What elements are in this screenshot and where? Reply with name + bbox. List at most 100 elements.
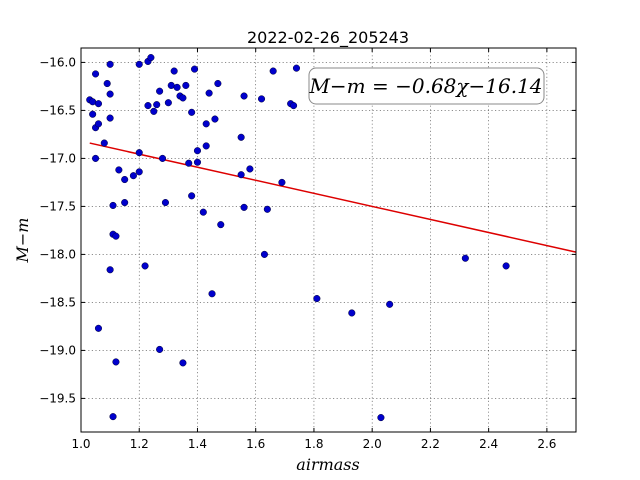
fit-equation-box: M−m = −0.68χ−16.14 <box>308 67 545 105</box>
data-point <box>135 60 143 68</box>
data-point <box>156 87 164 95</box>
data-point <box>112 232 120 240</box>
data-point <box>246 165 254 173</box>
x-tick-label: 2.4 <box>479 437 498 451</box>
fit-line-layer <box>89 142 577 253</box>
data-point <box>188 108 196 116</box>
x-axis-label: airmass <box>296 455 359 474</box>
y-axis-label: M−m <box>13 218 32 264</box>
data-point <box>106 90 114 98</box>
data-point <box>89 110 97 118</box>
plot-frame <box>80 47 577 433</box>
data-point <box>263 205 271 213</box>
data-point <box>240 92 248 100</box>
data-point <box>115 166 123 174</box>
data-point <box>205 89 213 97</box>
data-point <box>179 359 187 367</box>
axis-ticks: 1.0 1.2 1.4 1.6 1.8 2.0 2.2 2.4 2.6 −16.0 −16.5 −17… <box>39 48 576 451</box>
data-point <box>109 413 117 421</box>
x-tick-label: 1.2 <box>130 437 149 451</box>
fit-equation-frame <box>308 67 545 105</box>
data-point <box>92 70 100 78</box>
data-point <box>461 254 469 262</box>
y-tick-label: −19.0 <box>39 343 76 357</box>
x-tick-label: 1.0 <box>71 437 90 451</box>
data-point <box>257 95 266 103</box>
data-point <box>129 172 137 180</box>
data-point <box>348 309 356 317</box>
data-point <box>106 60 114 68</box>
x-tick-label: 2.0 <box>363 437 382 451</box>
data-point <box>237 133 245 141</box>
data-point <box>92 154 100 162</box>
data-point <box>269 67 277 75</box>
fit-line <box>89 142 577 253</box>
data-point <box>185 159 193 167</box>
data-point <box>191 65 199 73</box>
x-tick-label: 1.4 <box>188 437 207 451</box>
data-point <box>161 199 169 207</box>
data-point <box>290 102 298 110</box>
data-point <box>121 199 129 207</box>
data-point <box>173 83 181 91</box>
x-tick-label: 1.6 <box>246 437 265 451</box>
data-point <box>141 262 149 270</box>
data-point <box>147 54 155 62</box>
data-point <box>199 208 207 216</box>
data-point <box>313 295 321 303</box>
data-point <box>94 120 103 128</box>
y-tick-label: −19.5 <box>39 391 76 405</box>
data-point <box>202 142 210 150</box>
data-point <box>217 221 225 229</box>
data-point <box>386 300 394 308</box>
data-point <box>211 115 219 123</box>
data-point <box>208 290 216 298</box>
data-point <box>106 114 114 122</box>
data-point <box>150 107 158 115</box>
data-point <box>164 99 172 107</box>
data-point <box>135 168 143 176</box>
data-point <box>377 414 385 422</box>
data-point <box>135 149 143 157</box>
data-point <box>202 120 210 128</box>
data-point <box>502 262 510 270</box>
data-point <box>182 81 190 89</box>
data-point <box>106 266 114 274</box>
data-point <box>237 171 245 179</box>
data-point <box>103 79 111 88</box>
data-point <box>292 64 301 72</box>
data-point <box>179 94 187 102</box>
data-point <box>109 201 117 209</box>
data-point <box>94 324 103 332</box>
y-tick-label: −18.0 <box>39 247 76 261</box>
data-point <box>144 102 152 110</box>
data-point <box>260 250 268 258</box>
y-tick-label: −17.5 <box>39 199 76 213</box>
x-tick-label: 2.2 <box>421 437 440 451</box>
data-point <box>170 67 178 75</box>
data-point <box>121 175 129 184</box>
data-point <box>214 79 222 88</box>
grid <box>81 48 576 432</box>
data-point <box>158 154 167 162</box>
data-point <box>278 178 286 186</box>
data-point <box>188 192 196 200</box>
y-tick-label: −16.5 <box>39 103 76 117</box>
chart-title: 2022-02-26_205243 <box>247 28 409 48</box>
data-points <box>86 54 510 422</box>
data-point <box>156 345 164 353</box>
fit-equation: M−m = −0.68χ−16.14 <box>308 74 542 98</box>
data-point <box>193 147 202 155</box>
data-point <box>153 101 161 109</box>
data-point <box>94 100 103 108</box>
y-tick-label: −18.5 <box>39 295 76 309</box>
data-point <box>240 203 248 211</box>
x-tick-label: 2.6 <box>537 437 556 451</box>
y-tick-label: −16.0 <box>39 55 76 69</box>
data-point <box>100 139 108 147</box>
x-tick-label: 1.8 <box>304 437 323 451</box>
data-point <box>112 358 120 366</box>
data-point <box>193 158 202 166</box>
y-tick-label: −17.0 <box>39 151 76 165</box>
